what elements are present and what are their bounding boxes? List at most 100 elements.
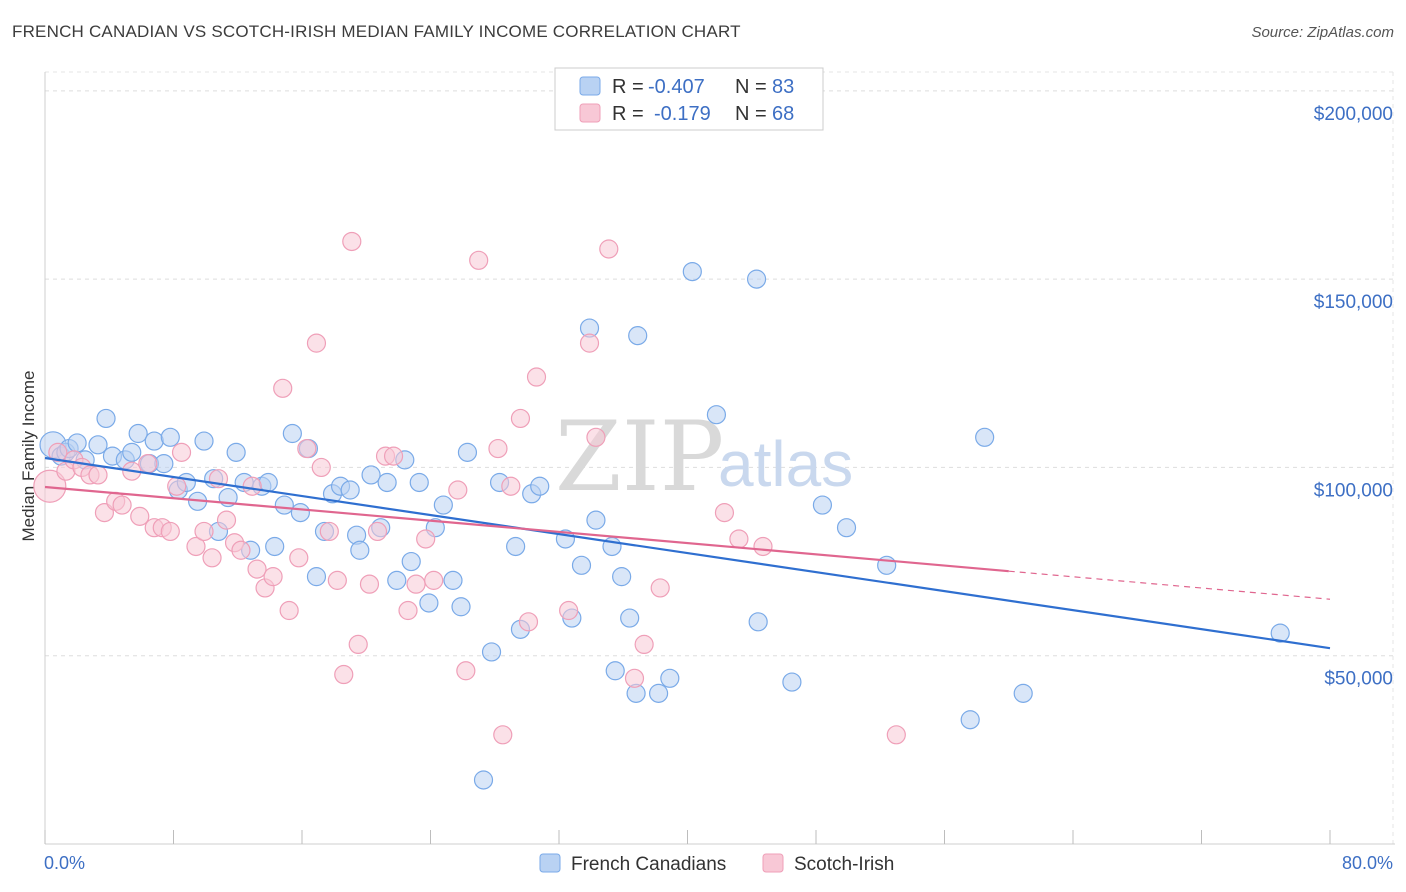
point-1-6 [88, 465, 108, 485]
point-1-59 [586, 427, 606, 447]
legend-r-value-0: -0.407 [648, 76, 705, 98]
point-1-48 [448, 480, 468, 500]
point-0-27 [258, 472, 278, 493]
trend-line-1 [44, 485, 1009, 573]
point-0-75 [746, 269, 767, 289]
point-0-19 [194, 431, 214, 451]
point-1-29 [273, 378, 293, 398]
series-0-points [39, 261, 1290, 790]
point-1-17 [171, 442, 192, 462]
point-1-26 [247, 559, 267, 579]
point-0-23 [226, 442, 246, 462]
point-0-59 [530, 476, 550, 496]
point-1-32 [297, 438, 317, 459]
bottom-legend: French Canadians Scotch-Irish [539, 853, 894, 875]
point-1-63 [650, 578, 670, 598]
point-1-36 [327, 570, 347, 590]
point-0-73 [682, 261, 702, 282]
point-0-33 [306, 567, 327, 587]
point-0-46 [409, 472, 429, 493]
point-0-13 [144, 431, 164, 451]
point-0-78 [812, 495, 833, 515]
point-0-10 [122, 442, 142, 462]
point-1-0 [33, 469, 67, 503]
point-1-54 [510, 408, 531, 429]
legend-r-value-1: -0.179 [654, 103, 711, 125]
point-0-31 [290, 503, 310, 523]
point-1-61 [624, 668, 645, 688]
source-label: Source: ZipAtlas.com [1251, 24, 1394, 41]
bottom-legend-swatch-french-canadians [539, 853, 561, 873]
point-0-53 [473, 770, 494, 790]
bottom-legend-label-french-canadians: French Canadians [571, 854, 726, 875]
trend-lines [44, 456, 1331, 650]
y-axis-label: Median Family Income [19, 370, 38, 541]
point-1-43 [383, 446, 404, 466]
point-0-6 [88, 435, 108, 455]
legend-n-label-1: N = [735, 103, 767, 125]
point-0-71 [648, 683, 669, 703]
point-1-60 [599, 239, 619, 259]
point-1-24 [231, 540, 251, 560]
point-1-30 [279, 600, 299, 621]
point-0-84 [1270, 623, 1290, 643]
point-0-42 [377, 472, 397, 493]
series-1-points [33, 231, 906, 745]
point-0-28 [265, 536, 285, 557]
point-0-7 [96, 408, 116, 429]
x-tick-max: 80.0% [1342, 853, 1393, 873]
point-0-52 [457, 442, 478, 462]
point-0-81 [960, 710, 980, 730]
point-1-37 [334, 664, 354, 685]
point-1-12 [138, 454, 158, 474]
legend: R = -0.407 N = 83 R = -0.179 N = 68 [554, 67, 824, 131]
point-0-72 [660, 668, 680, 688]
point-1-58 [579, 333, 600, 353]
y-tick-label-2: $150,000 [1314, 292, 1393, 313]
legend-n-value-0: 83 [772, 76, 794, 98]
y-tick-label-0: $50,000 [1324, 669, 1393, 690]
point-1-34 [311, 457, 331, 478]
trend-line-extension-1 [1008, 570, 1331, 600]
point-1-44 [398, 600, 418, 621]
point-0-30 [282, 423, 302, 444]
point-0-45 [401, 551, 421, 572]
point-0-50 [443, 570, 463, 590]
legend-swatch-french-canadians [579, 76, 601, 96]
legend-r-label-0: R = [612, 76, 644, 98]
point-0-66 [605, 661, 625, 681]
point-0-82 [975, 427, 995, 447]
bottom-legend-swatch-scotch-irish [762, 853, 784, 873]
point-0-79 [836, 518, 857, 538]
point-1-18 [186, 536, 206, 557]
point-1-15 [160, 521, 180, 542]
point-1-33 [306, 333, 327, 353]
axes: $50,000 $100,000 $150,000 $200,000 [44, 72, 1395, 845]
point-0-29 [274, 495, 294, 515]
legend-r-label-1: R = [612, 103, 644, 125]
point-1-62 [634, 634, 654, 655]
point-1-1 [48, 442, 68, 462]
point-0-51 [451, 597, 471, 617]
point-0-47 [419, 593, 439, 613]
watermark-zip: ZIP [555, 401, 724, 513]
bottom-legend-label-scotch-irish: Scotch-Irish [794, 854, 894, 875]
point-0-74 [706, 405, 727, 425]
point-0-62 [571, 555, 592, 575]
point-1-57 [559, 600, 579, 621]
legend-n-label-0: N = [735, 76, 767, 98]
point-0-56 [506, 536, 526, 557]
point-0-49 [433, 495, 453, 515]
point-1-53 [501, 476, 521, 496]
point-1-41 [367, 521, 388, 542]
point-1-67 [886, 725, 906, 745]
point-0-64 [586, 510, 606, 530]
point-1-25 [242, 476, 262, 496]
point-1-64 [714, 503, 735, 523]
point-0-43 [387, 570, 407, 590]
y-tick-label-3: $200,000 [1314, 104, 1393, 125]
point-1-49 [456, 661, 476, 681]
trend-line-0 [44, 456, 1331, 650]
point-1-20 [202, 548, 222, 568]
